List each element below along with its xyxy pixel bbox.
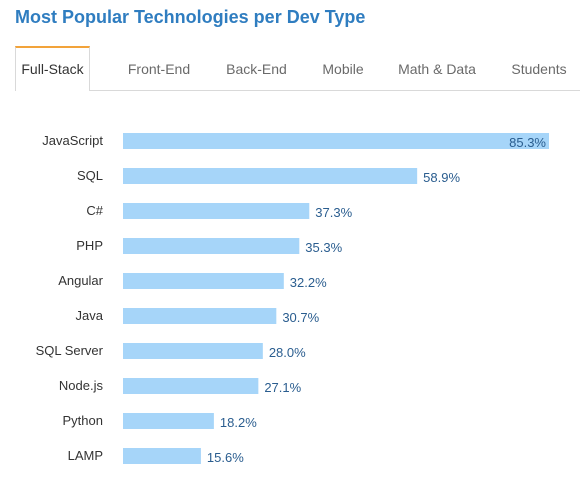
value-label-sql-server: 28.0% (269, 345, 306, 360)
dev-type-tabs: Full-Stack Front-End Back-End Mobile Mat… (15, 46, 580, 91)
bar-java (123, 308, 277, 324)
tab-math-data[interactable]: Math & Data (398, 61, 476, 77)
value-label-php: 35.3% (305, 240, 342, 255)
value-label-node-js: 27.1% (264, 380, 301, 395)
bar-c (123, 203, 310, 219)
category-label-sql-server: SQL Server (36, 343, 104, 358)
category-label-sql: SQL (77, 168, 103, 183)
value-label-python: 18.2% (220, 415, 257, 430)
bar-lamp (123, 448, 201, 464)
bar-sql-server (123, 343, 263, 359)
category-label-lamp: LAMP (68, 448, 103, 463)
value-label-lamp: 15.6% (207, 450, 244, 465)
bar-angular (123, 273, 284, 289)
category-label-c: C# (86, 203, 103, 218)
category-label-java: Java (76, 308, 104, 323)
tab-front-end[interactable]: Front-End (127, 61, 191, 77)
value-label-sql: 58.9% (423, 170, 460, 185)
bar-chart: JavaScript 85.3% SQL 58.9% C# 37.3% PHP 35.3% An… (36, 133, 549, 465)
bar-php (123, 238, 300, 254)
category-label-javascript: JavaScript (42, 133, 103, 148)
tab-students[interactable]: Students (511, 61, 567, 77)
bar-node-js (123, 378, 259, 394)
bar-python (123, 413, 214, 429)
value-label-c: 37.3% (315, 205, 352, 220)
category-label-python: Python (63, 413, 103, 428)
tab-full-stack[interactable]: Full-Stack (15, 46, 90, 91)
value-label-javascript: 85.3% (509, 135, 546, 150)
category-label-node-js: Node.js (59, 378, 104, 393)
category-label-php: PHP (76, 238, 103, 253)
bar-javascript (123, 133, 549, 149)
page-title: Most Popular Technologies per Dev Type (15, 7, 366, 27)
bar-sql (123, 168, 418, 184)
value-label-java: 30.7% (282, 310, 319, 325)
tab-back-end[interactable]: Back-End (226, 61, 287, 77)
tab-mobile[interactable]: Mobile (322, 61, 364, 77)
value-label-angular: 32.2% (290, 275, 327, 290)
category-label-angular: Angular (58, 273, 103, 288)
